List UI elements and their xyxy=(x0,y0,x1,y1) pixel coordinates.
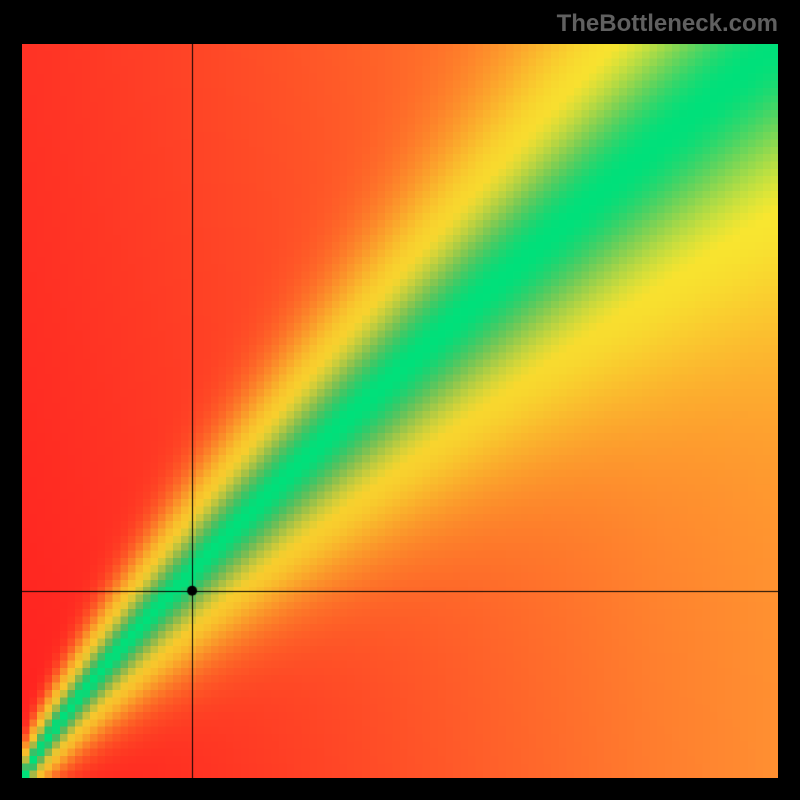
crosshair-overlay xyxy=(22,44,778,778)
credit-text: TheBottleneck.com xyxy=(557,10,778,38)
